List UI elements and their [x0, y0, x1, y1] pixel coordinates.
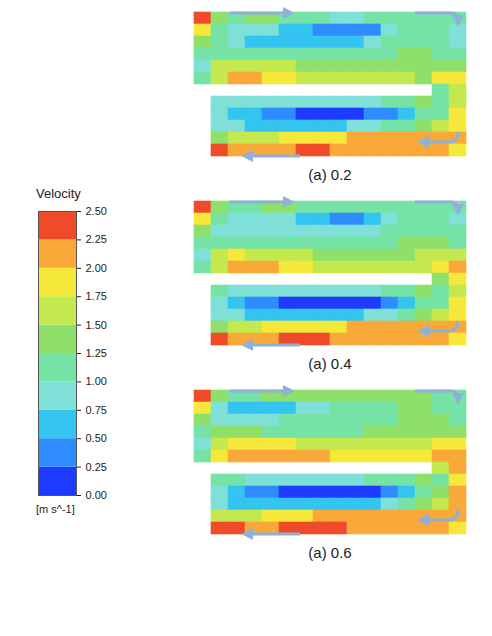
html-text:(a) 0.4: (a) 0.4 [308, 355, 352, 372]
html-text:(a) 0.6: (a) 0.6 [308, 544, 352, 561]
svg-text:0.25: 0.25 [86, 461, 107, 473]
svg-text:1.00: 1.00 [86, 375, 107, 387]
svg-text:1.75: 1.75 [86, 290, 107, 302]
svg-text:1.25: 1.25 [86, 347, 107, 359]
svg-text:2.00: 2.00 [86, 262, 107, 274]
html-text:Velocity: Velocity [36, 186, 81, 201]
svg-text:0.50: 0.50 [86, 432, 107, 444]
svg-text:0.00: 0.00 [86, 489, 107, 501]
html-text:(a) 0.2: (a) 0.2 [308, 166, 352, 183]
svg-text:0.75: 0.75 [86, 404, 107, 416]
svg-text:2.50: 2.50 [86, 205, 107, 217]
svg-text:2.25: 2.25 [86, 233, 107, 245]
svg-text:1.50: 1.50 [86, 319, 107, 331]
html-text:[m s^-1]: [m s^-1] [36, 503, 75, 515]
